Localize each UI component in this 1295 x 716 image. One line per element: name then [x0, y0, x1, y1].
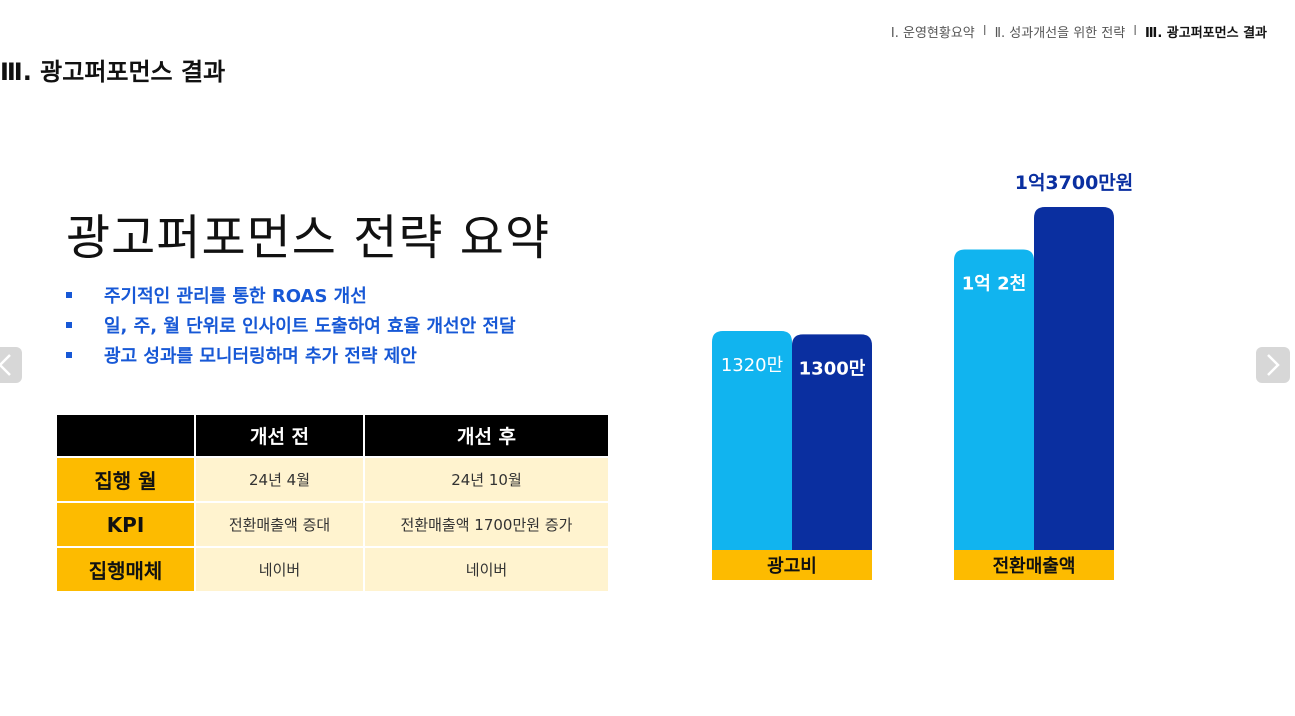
table-row: 집행 월 24년 4월 24년 10월 — [57, 456, 608, 502]
table-header-empty — [57, 415, 196, 457]
comparison-table: 개선 전 개선 후 집행 월 24년 4월 24년 10월 KPI 전환매출액 … — [57, 415, 608, 591]
data-label: 1300만 — [799, 358, 866, 379]
breadcrumb-separator: I — [1133, 24, 1138, 39]
bullet-dot-icon — [66, 322, 72, 328]
bar — [712, 331, 792, 550]
table-header-row: 개선 전 개선 후 — [57, 415, 608, 457]
chevron-right-icon — [1267, 354, 1280, 376]
bullet-dot-icon — [66, 292, 72, 298]
bullet-item: 주기적인 관리를 통한 ROAS 개선 — [66, 280, 516, 310]
table-row: 집행매체 네이버 네이버 — [57, 546, 608, 591]
category-label: 전환매출액 — [993, 555, 1076, 577]
cell-before: 네이버 — [195, 546, 365, 591]
breadcrumb-item-strategy[interactable]: Ⅱ. 성과개선을 위한 전략 — [994, 26, 1126, 41]
cell-after: 네이버 — [364, 546, 608, 591]
data-label: 1억3700만원 — [1015, 172, 1134, 194]
breadcrumb: Ⅰ. 운영현황요약 I Ⅱ. 성과개선을 위한 전략 I Ⅲ. 광고퍼포먼스 결… — [891, 22, 1267, 41]
category-label: 광고비 — [767, 556, 817, 577]
section-heading: 광고퍼포먼스 전략 요약 — [66, 210, 551, 266]
bar — [954, 249, 1034, 550]
cell-after: 전환매출액 1700만원 증가 — [364, 501, 608, 547]
breadcrumb-item-results[interactable]: Ⅲ. 광고퍼포먼스 결과 — [1145, 26, 1267, 41]
page-title: Ⅲ. 광고퍼포먼스 결과 — [0, 58, 226, 86]
table-row: KPI 전환매출액 증대 전환매출액 1700만원 증가 — [57, 501, 608, 547]
cell-after: 24년 10월 — [364, 456, 608, 502]
table-header-after: 개선 후 — [364, 415, 608, 457]
bullet-list: 주기적인 관리를 통한 ROAS 개선 일, 주, 월 단위로 인사이트 도출하… — [66, 280, 516, 370]
bullet-dot-icon — [66, 352, 72, 358]
row-label: 집행매체 — [57, 546, 196, 591]
bar — [1034, 207, 1114, 550]
bullet-text: 주기적인 관리를 통한 ROAS 개선 — [104, 286, 367, 307]
row-label: KPI — [57, 501, 196, 547]
bullet-text: 일, 주, 월 단위로 인사이트 도출하여 효율 개선안 전달 — [104, 316, 516, 337]
cell-before: 24년 4월 — [195, 456, 365, 502]
breadcrumb-item-overview[interactable]: Ⅰ. 운영현황요약 — [890, 26, 975, 41]
data-label: 1억 2천 — [962, 274, 1026, 295]
data-label: 1320만 — [721, 355, 783, 376]
breadcrumb-separator: I — [982, 24, 987, 39]
bullet-item: 광고 성과를 모니터링하며 추가 전략 제안 — [66, 340, 516, 370]
category-label-bg — [712, 550, 872, 580]
bar — [792, 334, 872, 550]
prev-slide-button[interactable] — [0, 347, 22, 383]
bullet-text: 광고 성과를 모니터링하며 추가 전략 제안 — [104, 346, 417, 367]
chevron-left-icon — [0, 354, 11, 376]
next-slide-button[interactable] — [1256, 347, 1290, 383]
bullet-item: 일, 주, 월 단위로 인사이트 도출하여 효율 개선안 전달 — [66, 310, 516, 340]
table-header-before: 개선 전 — [195, 415, 365, 457]
cell-before: 전환매출액 증대 — [195, 501, 365, 547]
row-label: 집행 월 — [57, 456, 196, 502]
category-label-bg — [954, 550, 1114, 580]
